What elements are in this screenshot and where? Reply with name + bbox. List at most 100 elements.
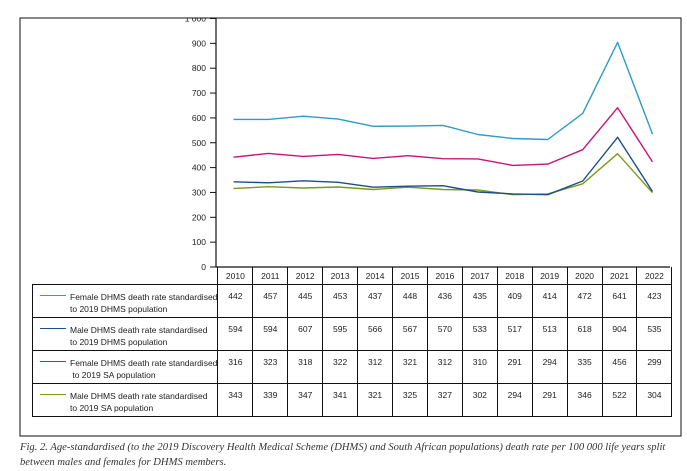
data-label: 522 (601, 383, 638, 417)
data-label: 325 (392, 383, 428, 417)
data-label: 310 (461, 350, 498, 384)
data-label: 641 (601, 284, 638, 318)
data-label: 346 (566, 383, 603, 417)
data-label: 457 (252, 284, 289, 318)
table-row: Male DHMS death rate standardised to 2019… (31, 317, 673, 351)
data-label: 595 (322, 317, 359, 351)
data-label: 294 (531, 350, 568, 384)
legend-entry: Male DHMS death rate standardised to 2019… (31, 383, 219, 417)
data-label: 533 (461, 317, 498, 351)
data-label: 409 (496, 284, 533, 318)
legend-label: to 2019 DHMS population (70, 304, 168, 314)
data-label: 341 (322, 383, 359, 417)
data-label: 517 (496, 317, 533, 351)
x-tick-label: 2018 (496, 267, 533, 285)
x-tick-label: 2014 (357, 267, 394, 285)
legend-label: Male DHMS death rate standardised (70, 325, 208, 335)
data-label: 453 (322, 284, 359, 318)
data-label: 299 (636, 350, 673, 384)
x-tick-label: 2021 (601, 267, 638, 285)
figure-frame (19, 17, 682, 437)
figure-caption: Fig. 2. Age-standardised (to the 2019 Di… (20, 442, 666, 468)
x-tick-label: 2019 (531, 267, 568, 285)
data-label: 318 (287, 350, 324, 384)
x-tick-label: 2022 (636, 267, 673, 285)
data-label: 339 (252, 383, 289, 417)
legend-swatch (40, 295, 66, 297)
header-blank (32, 267, 218, 285)
top-mask (0, 0, 687, 18)
legend-entry: Female DHMS death rate standardised to 2… (31, 350, 219, 384)
legend-label: to 2019 DHMS population (70, 337, 168, 347)
data-label: 448 (392, 284, 428, 318)
x-tick-label: 2017 (461, 267, 498, 285)
data-label: 437 (357, 284, 394, 318)
data-label: 347 (287, 383, 324, 417)
data-label: 566 (357, 317, 394, 351)
data-label: 423 (636, 284, 673, 318)
legend-entry: Female DHMS death rate standardised to 20… (31, 284, 219, 318)
data-label: 321 (392, 350, 428, 384)
y-tick-label: 100 (192, 237, 206, 247)
data-label: 570 (426, 317, 463, 351)
data-label: 321 (357, 383, 394, 417)
x-tick-label: 2010 (217, 267, 254, 285)
data-label: 414 (531, 284, 568, 318)
data-label: 294 (496, 383, 533, 417)
series-line-1 (233, 106, 654, 167)
data-label: 535 (636, 317, 673, 351)
x-tick-label: 2020 (566, 267, 603, 285)
data-label: 343 (217, 383, 254, 417)
data-label: 904 (601, 317, 638, 351)
series-line-4 (233, 136, 654, 196)
y-tick-label: 600 (192, 113, 206, 123)
data-label: 335 (566, 350, 603, 384)
legend-swatch (40, 328, 66, 330)
table-row: Male DHMS death rate standardised to 2019… (31, 383, 673, 417)
data-label: 618 (566, 317, 603, 351)
table-row: Female DHMS death rate standardised to 20… (31, 284, 673, 318)
x-tick-label: 2012 (287, 267, 324, 285)
data-label: 472 (566, 284, 603, 318)
data-label: 607 (287, 317, 324, 351)
data-label: 323 (252, 350, 289, 384)
y-tick-label: 300 (192, 187, 206, 197)
y-tick-label: 800 (192, 63, 206, 73)
legend-entry: Male DHMS death rate standardised to 2019… (31, 317, 219, 351)
data-label: 445 (287, 284, 324, 318)
data-label: 513 (531, 317, 568, 351)
data-table: 2010 2011 2012 2013 2014 2015 2016 2017 2018 2019… (31, 267, 673, 417)
data-label: 316 (217, 350, 254, 384)
data-label: 594 (217, 317, 254, 351)
series-line-2 (233, 41, 654, 141)
series-line-3 (233, 152, 654, 196)
y-tick-label: 500 (192, 138, 206, 148)
x-tick-label: 2013 (322, 267, 359, 285)
data-label: 567 (392, 317, 428, 351)
y-tick-label: 400 (192, 163, 206, 173)
data-label: 436 (426, 284, 463, 318)
legend-label: to 2019 SA population (70, 370, 156, 380)
table-row: Female DHMS death rate standardised to 2… (31, 350, 673, 384)
data-label: 291 (496, 350, 533, 384)
legend-label: Female DHMS death rate standardised (70, 358, 218, 368)
data-label: 327 (426, 383, 463, 417)
data-label: 304 (636, 383, 673, 417)
data-label: 435 (461, 284, 498, 318)
legend-label: Male DHMS death rate standardised (70, 391, 208, 401)
y-tick-label: 900 (192, 38, 206, 48)
data-label: 302 (461, 383, 498, 417)
data-label: 312 (426, 350, 463, 384)
table-header-row: 2010 2011 2012 2013 2014 2015 2016 2017 2018 2019… (32, 267, 673, 285)
x-tick-label: 2015 (392, 267, 428, 285)
data-label: 594 (252, 317, 289, 351)
y-tick-label: 200 (192, 212, 206, 222)
data-label: 442 (217, 284, 254, 318)
data-label: 312 (357, 350, 394, 384)
legend-label: Female DHMS death rate standardised (70, 292, 218, 302)
legend-swatch (40, 394, 66, 396)
y-tick-label: 700 (192, 88, 206, 98)
x-tick-label: 2011 (252, 267, 289, 285)
legend-swatch (40, 361, 66, 363)
legend-label: to 2019 SA population (70, 403, 154, 413)
